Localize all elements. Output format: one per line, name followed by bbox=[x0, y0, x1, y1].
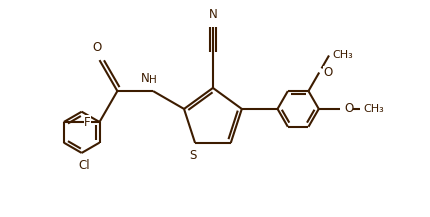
Text: Cl: Cl bbox=[78, 159, 90, 172]
Text: CH₃: CH₃ bbox=[364, 104, 384, 114]
Text: N: N bbox=[141, 72, 149, 85]
Text: CH₃: CH₃ bbox=[333, 51, 353, 61]
Text: F: F bbox=[84, 115, 91, 128]
Text: S: S bbox=[189, 149, 197, 162]
Text: H: H bbox=[149, 75, 157, 85]
Text: N: N bbox=[209, 8, 217, 21]
Text: O: O bbox=[344, 102, 353, 115]
Text: O: O bbox=[92, 41, 102, 54]
Text: O: O bbox=[323, 66, 332, 79]
